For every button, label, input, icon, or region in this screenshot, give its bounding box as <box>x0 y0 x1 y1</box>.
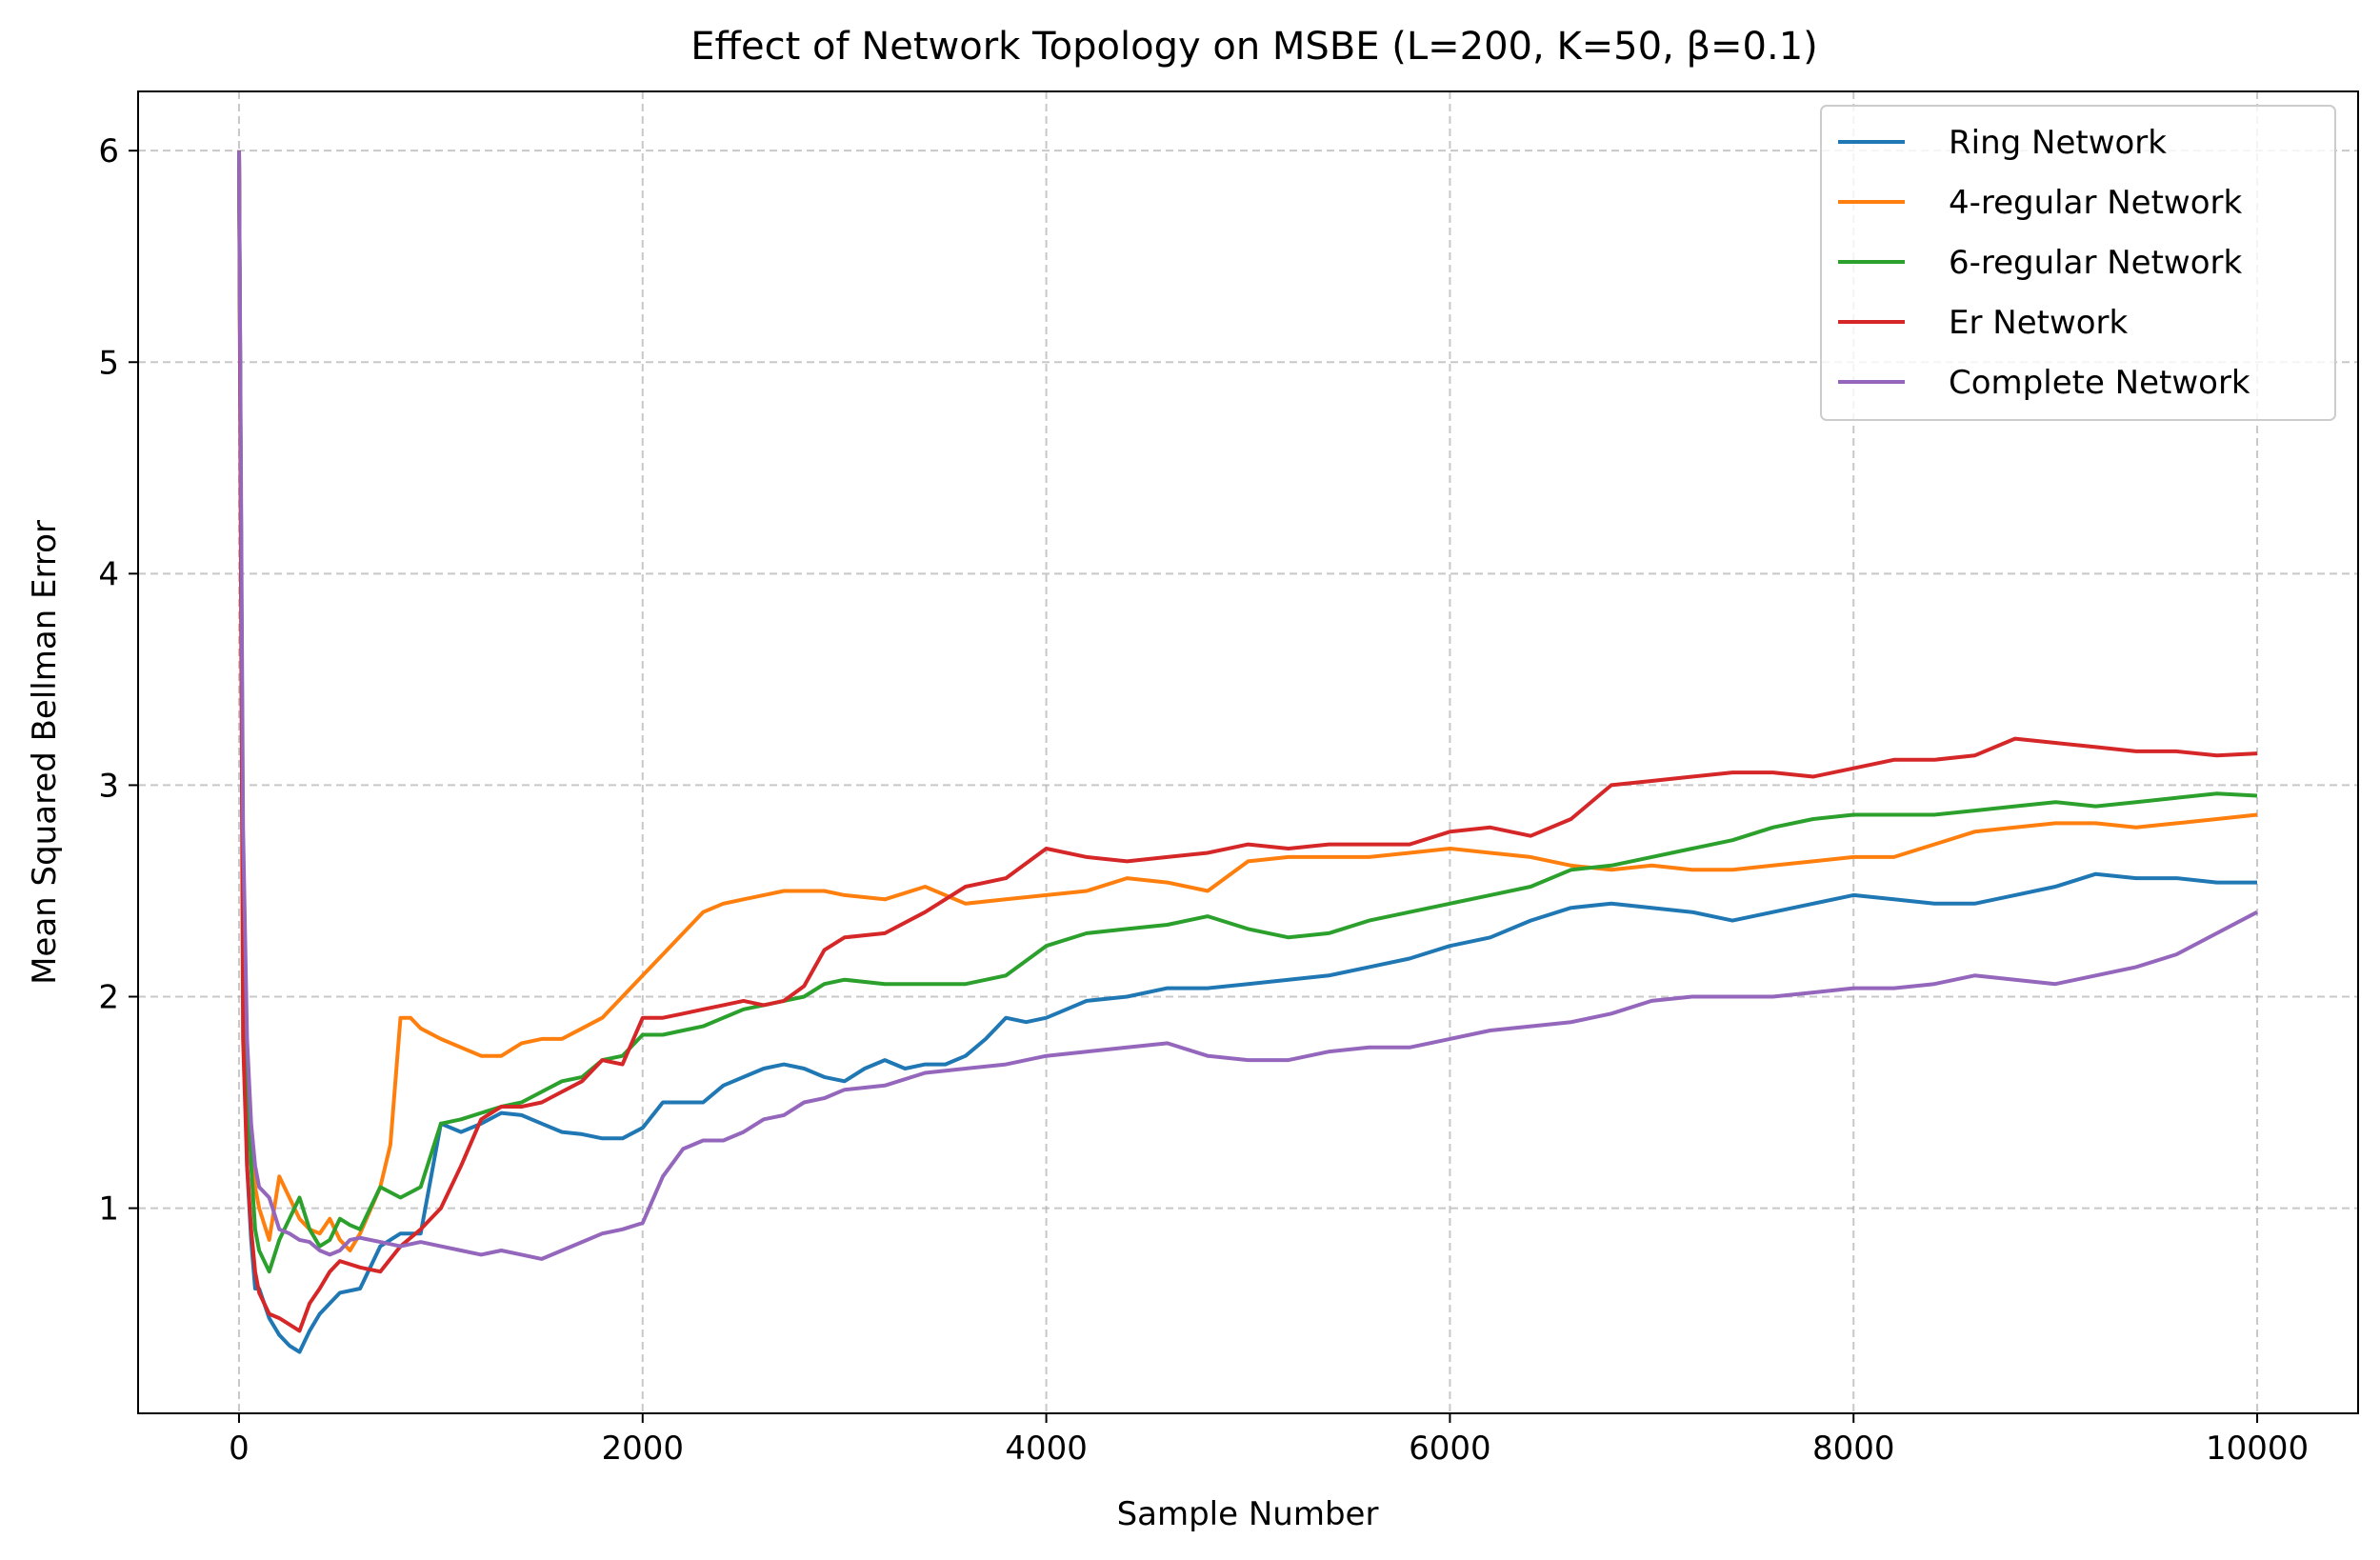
x-tick-label: 8000 <box>1812 1430 1895 1468</box>
legend-label-3: Er Network <box>1949 304 2129 342</box>
x-tick-label: 2000 <box>602 1430 685 1468</box>
chart-title: Effect of Network Topology on MSBE (L=20… <box>690 25 1818 69</box>
y-axis-label: Mean Squared Bellman Error <box>26 520 64 985</box>
y-tick-label: 6 <box>98 132 119 170</box>
series-line-3 <box>237 150 2258 1333</box>
x-tick-label: 0 <box>229 1430 250 1468</box>
legend-label-0: Ring Network <box>1949 124 2167 162</box>
series-line-2 <box>237 150 2258 1274</box>
y-tick-label: 1 <box>98 1190 119 1229</box>
legend: Ring Network 4-regular Network 6-regular N… <box>1820 105 2336 421</box>
y-tick-label: 5 <box>98 344 119 382</box>
x-axis-label: Sample Number <box>1117 1495 1379 1533</box>
x-tick-label: 6000 <box>1409 1430 1491 1468</box>
plot-area-frame <box>137 90 2359 1414</box>
legend-label-1: 4-regular Network <box>1949 184 2243 222</box>
series-lines <box>237 150 2258 1354</box>
series-line-4 <box>237 150 2258 1261</box>
legend-box <box>1820 105 2336 421</box>
x-tick-label: 4000 <box>1005 1430 1088 1468</box>
series-line-1 <box>237 150 2258 1252</box>
y-tick-label: 4 <box>98 555 119 593</box>
y-tick-label: 2 <box>98 979 119 1017</box>
x-tick-label: 10000 <box>2206 1430 2309 1468</box>
y-tick-label: 3 <box>98 767 119 805</box>
x-axis: 0 2000 4000 6000 8000 10000 <box>229 1413 2309 1468</box>
series-line-0 <box>237 150 2257 1354</box>
legend-label-4: Complete Network <box>1949 364 2250 402</box>
legend-label-2: 6-regular Network <box>1949 244 2243 282</box>
y-axis: 1 2 3 4 5 6 <box>98 132 138 1229</box>
